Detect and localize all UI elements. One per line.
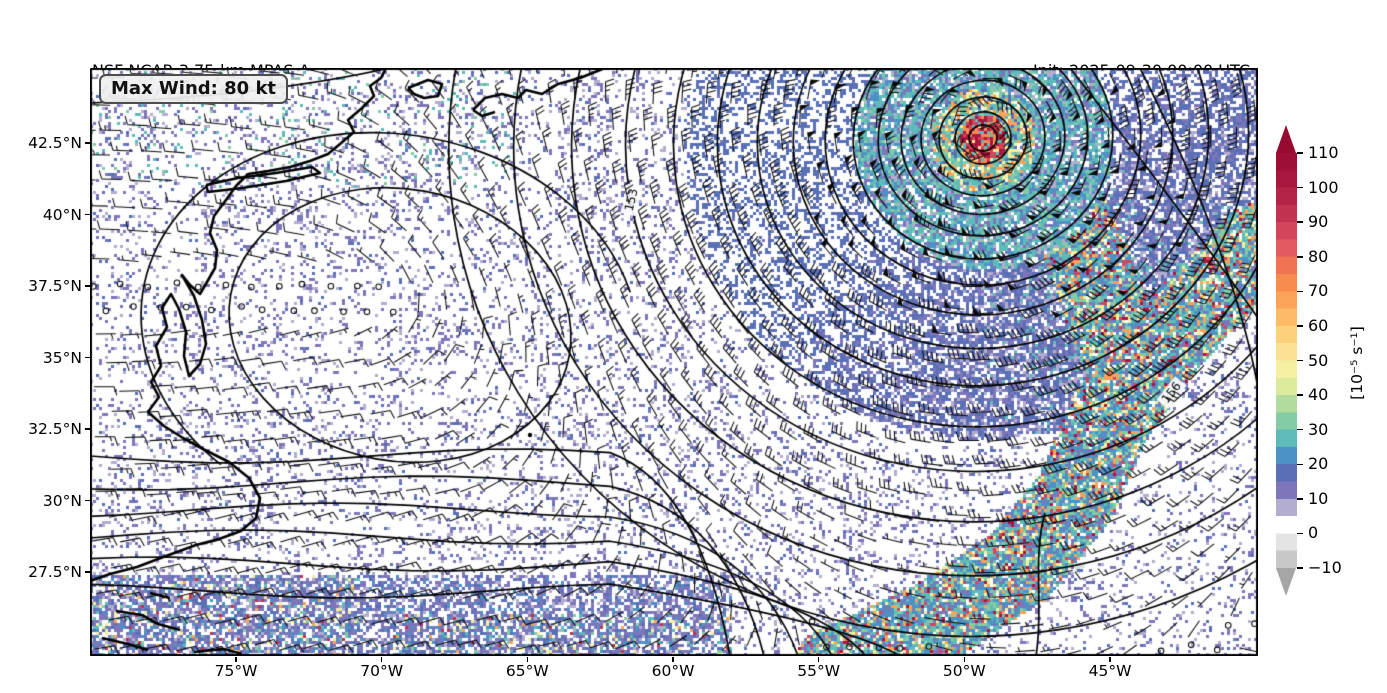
colorbar-tick-label: −10 xyxy=(1308,558,1342,577)
colorbar-tick-label: 60 xyxy=(1308,315,1329,335)
colorbar-tick-mark xyxy=(1297,325,1303,327)
map-panel: Max Wind: 80 kt xyxy=(90,68,1258,656)
colorbar-tick-label: 110 xyxy=(1308,143,1339,162)
x-tick-mark xyxy=(235,657,237,662)
y-tick-label: 30°N xyxy=(42,491,82,510)
colorbar-tick-label: 40 xyxy=(1308,385,1329,405)
colorbar-tick-label: 100 xyxy=(1308,177,1339,197)
colorbar-tick-mark xyxy=(1297,394,1303,396)
colorbar-tick-label: 80 xyxy=(1308,246,1329,266)
y-tick-mark xyxy=(85,285,90,287)
colorbar-tick-label: 90 xyxy=(1308,212,1329,232)
colorbar-tick-mark xyxy=(1297,567,1303,569)
colorbar-tick-mark xyxy=(1297,290,1303,293)
x-tick-label: 70°W xyxy=(360,662,404,680)
y-tick-label: 40°N xyxy=(42,205,82,224)
x-tick-mark xyxy=(672,657,674,662)
x-tick-mark xyxy=(817,657,820,662)
y-tick-mark xyxy=(85,428,90,430)
colorbar-tick-mark xyxy=(1297,498,1303,500)
colorbar-tick-mark xyxy=(1297,221,1303,223)
y-tick-mark xyxy=(85,213,90,216)
colorbar-tick-label: 30 xyxy=(1308,419,1329,439)
y-tick-label: 37.5°N xyxy=(28,277,82,295)
colorbar-tick-label: 0 xyxy=(1308,523,1319,543)
y-tick-mark xyxy=(85,571,90,573)
colorbar-tick-mark xyxy=(1297,463,1303,465)
max-wind-badge: Max Wind: 80 kt xyxy=(99,74,289,104)
colorbar-tick-label: 70 xyxy=(1308,281,1329,301)
colorbar-tick-mark xyxy=(1297,428,1303,431)
y-tick-mark xyxy=(85,142,90,144)
colorbar-arrow-over xyxy=(1276,125,1296,153)
x-tick-label: 60°W xyxy=(651,662,695,680)
x-tick-label: 55°W xyxy=(797,662,841,680)
x-tick-label: 45°W xyxy=(1088,662,1132,680)
y-tick-label: 35°N xyxy=(42,348,82,367)
x-tick-mark xyxy=(1109,657,1111,662)
x-tick-label: 75°W xyxy=(214,662,258,680)
colorbar-tick-label: 20 xyxy=(1308,454,1329,474)
colorbar-tick-mark xyxy=(1297,152,1303,154)
colorbar-tick-mark xyxy=(1297,532,1303,535)
x-tick-mark xyxy=(963,657,966,662)
colorbar-tick-label: 50 xyxy=(1308,350,1329,370)
colorbar-arrow-under xyxy=(1276,568,1296,596)
colorbar-gradient xyxy=(1276,153,1297,568)
y-tick-mark xyxy=(85,356,90,359)
colorbar-tick-label: 10 xyxy=(1308,488,1329,508)
colorbar-unit-label: [10⁻⁵ s⁻¹] xyxy=(1348,326,1366,400)
x-tick-mark xyxy=(380,657,383,662)
colorbar-tick-mark xyxy=(1297,186,1303,189)
map-canvas xyxy=(90,68,1258,656)
x-tick-label: 50°W xyxy=(942,662,986,680)
y-tick-mark xyxy=(85,499,90,502)
x-tick-mark xyxy=(526,657,529,662)
colorbar xyxy=(1276,125,1297,596)
colorbar-tick-mark xyxy=(1297,359,1303,362)
x-tick-label: 65°W xyxy=(505,662,549,680)
y-tick-label: 42.5°N xyxy=(28,134,82,152)
colorbar-tick-mark xyxy=(1297,256,1303,258)
y-tick-label: 27.5°N xyxy=(28,563,82,581)
y-tick-label: 32.5°N xyxy=(28,420,82,438)
